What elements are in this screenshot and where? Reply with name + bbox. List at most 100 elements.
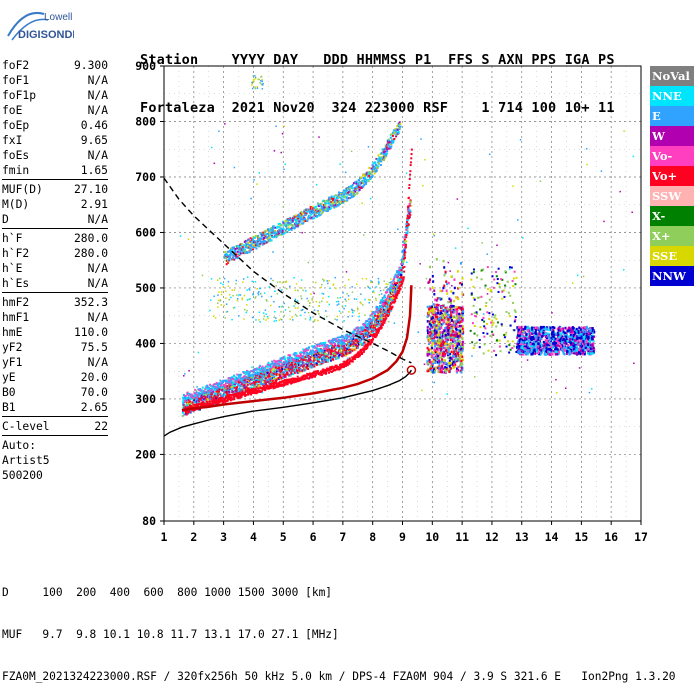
echo-point (325, 361, 327, 363)
echo-point (305, 290, 307, 292)
echo-point (230, 382, 232, 384)
echo-point (266, 299, 268, 301)
echo-point (225, 290, 227, 292)
echo-point (405, 229, 407, 231)
echo-point (360, 177, 362, 179)
echo-point (433, 289, 435, 292)
echo-point (219, 278, 221, 280)
echo-point (309, 319, 311, 321)
echo-point (343, 335, 345, 337)
echo-point (255, 381, 257, 383)
echo-point (386, 153, 388, 155)
echo-point (296, 283, 298, 285)
echo-point (247, 371, 249, 373)
echo-point (317, 311, 319, 313)
echo-point (321, 349, 323, 351)
echo-point (228, 399, 230, 401)
echo-point (321, 284, 323, 286)
echo-point (289, 311, 291, 313)
echo-point (376, 170, 378, 172)
echo-point (255, 319, 257, 321)
echo-point (302, 356, 304, 358)
echo-point (347, 316, 349, 318)
echo-point (386, 291, 388, 293)
echo-point (346, 293, 348, 295)
echo-point (189, 401, 191, 403)
echo-point (355, 181, 357, 183)
echo-point (269, 237, 271, 239)
echo-point (218, 291, 220, 293)
echo-point (396, 295, 398, 297)
echo-point (313, 217, 315, 219)
echo-point (284, 358, 286, 360)
echo-point (255, 247, 257, 249)
echo-point (279, 281, 281, 283)
echo-point (360, 293, 362, 295)
echo-point (337, 304, 339, 306)
echo-point (396, 297, 398, 299)
echo-point (289, 354, 291, 356)
echo-point (317, 320, 319, 322)
echo-point (228, 259, 230, 261)
echo-point (429, 288, 431, 291)
echo-point (265, 313, 267, 315)
echo-point (234, 385, 236, 387)
echo-point (220, 282, 222, 284)
echo-point (443, 260, 445, 263)
echo-point (368, 299, 370, 301)
echo-point (390, 282, 392, 284)
echo-point (364, 324, 366, 326)
echo-point (211, 393, 213, 395)
echo-point (246, 289, 248, 291)
echo-point (325, 372, 327, 374)
echo-point (344, 299, 346, 301)
echo-point (231, 319, 233, 321)
echo-point (380, 290, 382, 292)
echo-point (403, 241, 405, 243)
echo-point (254, 237, 256, 239)
echo-point (339, 310, 341, 312)
echo-point (206, 385, 208, 387)
echo-point (384, 151, 386, 153)
echo-point (376, 306, 378, 308)
echo-point (351, 337, 353, 339)
echo-point (381, 315, 383, 317)
echo-point (273, 316, 275, 318)
echo-point (393, 138, 395, 140)
echo-point (411, 153, 413, 155)
echo-point (228, 391, 230, 393)
echo-point (224, 385, 226, 387)
echo-point (334, 319, 336, 321)
echo-point (285, 309, 287, 311)
echo-point (380, 164, 382, 166)
echo-point (354, 358, 356, 360)
echo-point (255, 281, 257, 283)
echo-point (398, 292, 400, 294)
echo-point (370, 320, 372, 322)
echo-point (244, 309, 246, 311)
echo-point (389, 305, 391, 307)
echo-point (325, 205, 327, 207)
echo-point (375, 286, 377, 288)
echo-point (229, 257, 231, 259)
echo-point (315, 282, 317, 284)
echo-point (246, 252, 248, 254)
echo-point (318, 305, 320, 307)
echo-point (359, 189, 361, 191)
echo-point (385, 283, 387, 285)
echo-point (277, 282, 279, 284)
echo-point (353, 190, 355, 192)
echo-point (392, 289, 394, 291)
echo-point (345, 300, 347, 302)
echo-point (270, 305, 272, 307)
echo-point (215, 317, 217, 319)
echo-point (402, 251, 404, 253)
echo-point (408, 187, 410, 189)
echo-point (289, 319, 291, 321)
echo-point (323, 293, 325, 295)
echo-point (359, 332, 361, 334)
echo-point (335, 288, 337, 290)
echo-point (409, 178, 411, 180)
echo-point (261, 296, 263, 298)
echo-point (400, 278, 402, 280)
